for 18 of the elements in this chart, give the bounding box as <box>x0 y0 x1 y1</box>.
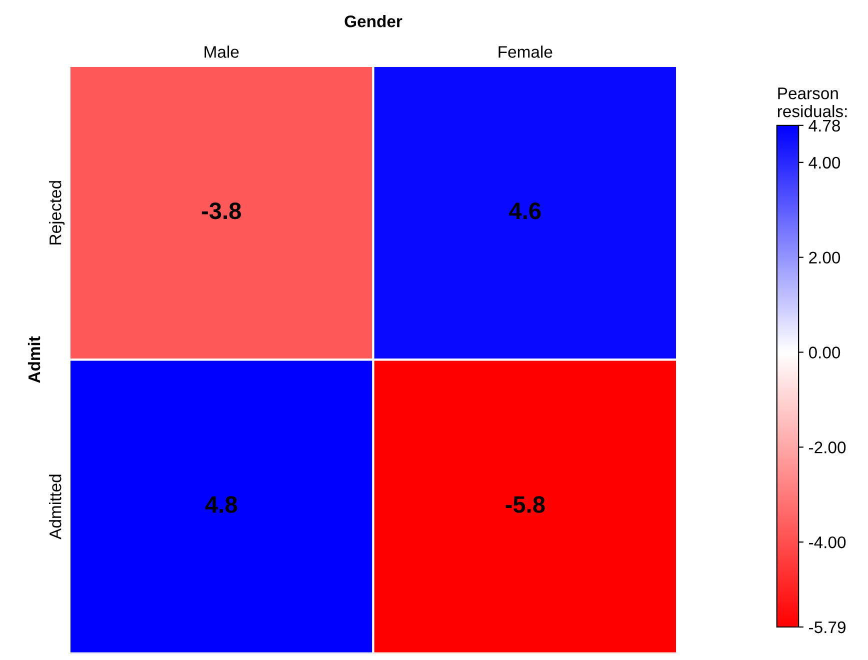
data-label: -5.8 <box>506 496 545 513</box>
color-bar-label: 4.00 <box>808 156 840 169</box>
data-label: 4.6 <box>509 202 541 220</box>
color-bar-label: -5.79 <box>809 621 846 634</box>
x-tick-label: Male <box>204 46 239 58</box>
x-tick-label: Female <box>498 46 552 58</box>
y-axis-title: Admit <box>28 336 40 383</box>
data-label: -3.8 <box>202 202 241 220</box>
chart-title: Gender <box>344 15 402 28</box>
color-bar-label: 4.78 <box>808 120 840 132</box>
data-label: 4.8 <box>205 496 238 513</box>
y-tick-label: Rejected <box>49 181 65 244</box>
y-tick-label: Admitted <box>49 474 62 540</box>
color-bar-title: Pearson residuals: <box>778 88 847 118</box>
color-bar-label: 2.00 <box>809 252 840 264</box>
color-bar-label: 0.00 <box>808 346 840 358</box>
color-bar-label: -4.00 <box>809 536 846 548</box>
color-bar-label: -2.00 <box>809 442 846 454</box>
